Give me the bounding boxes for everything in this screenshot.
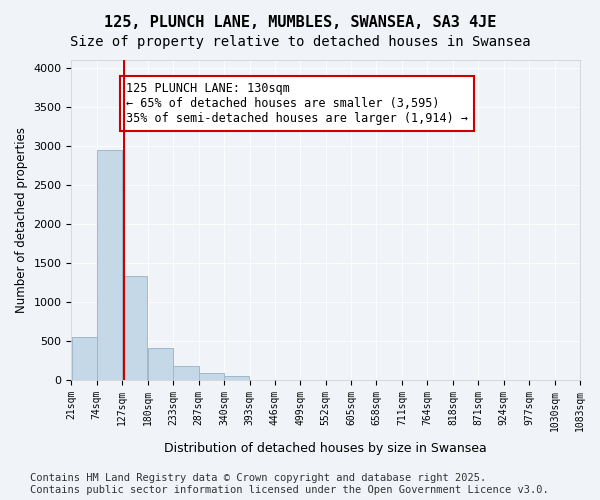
X-axis label: Distribution of detached houses by size in Swansea: Distribution of detached houses by size … [164, 442, 487, 455]
Text: 125 PLUNCH LANE: 130sqm
← 65% of detached houses are smaller (3,595)
35% of semi: 125 PLUNCH LANE: 130sqm ← 65% of detache… [126, 82, 468, 125]
Bar [71, 337, 97, 380]
Text: 125, PLUNCH LANE, MUMBLES, SWANSEA, SA3 4JE: 125, PLUNCH LANE, MUMBLES, SWANSEA, SA3 … [104, 15, 496, 30]
Bar [173, 366, 199, 380]
Bar [97, 150, 122, 380]
Y-axis label: Number of detached properties: Number of detached properties [15, 127, 28, 313]
Text: Size of property relative to detached houses in Swansea: Size of property relative to detached ho… [70, 35, 530, 49]
Text: Contains HM Land Registry data © Crown copyright and database right 2025.
Contai: Contains HM Land Registry data © Crown c… [30, 474, 549, 495]
Bar [148, 348, 173, 380]
Bar [224, 376, 250, 380]
Bar [199, 373, 224, 380]
Bar [122, 276, 148, 380]
